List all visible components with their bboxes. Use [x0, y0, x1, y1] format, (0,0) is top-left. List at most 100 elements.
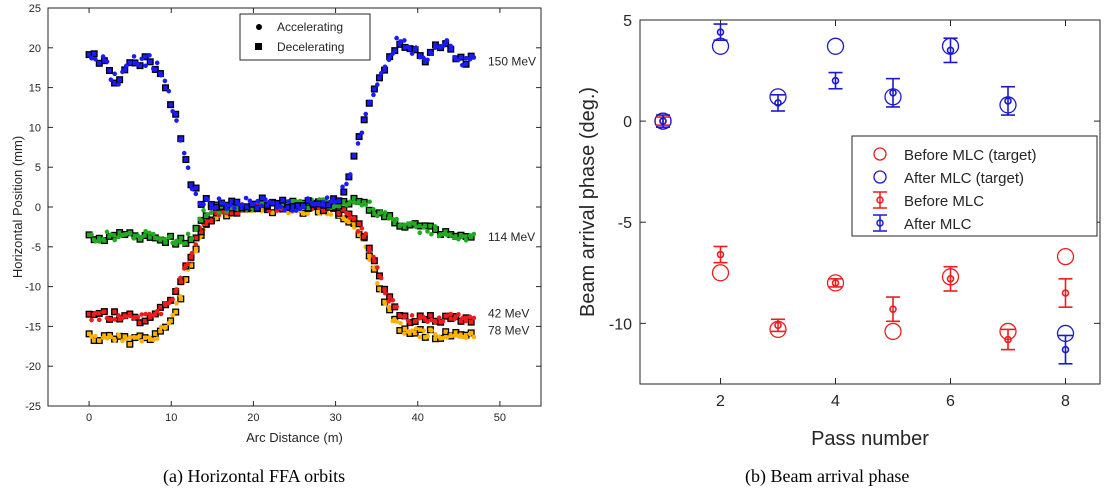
orbits-accel-point: [359, 226, 365, 231]
orbits-decel-point-fill: [367, 208, 372, 213]
orbits-accel-point: [444, 232, 450, 238]
orbits-decel-point-fill: [224, 202, 229, 208]
phase-errorbar-point: [1058, 278, 1073, 308]
orbits-accel-point: [162, 78, 168, 84]
orbits-accel-point: [332, 203, 338, 209]
orbits-accel-point: [459, 234, 465, 239]
orbits-series-label: 42 MeV: [488, 307, 529, 321]
orbits-accel-point: [208, 205, 214, 211]
orbits-accel-point: [104, 59, 110, 64]
orbits-accel-point: [405, 44, 411, 50]
orbits-accel-point: [135, 233, 141, 239]
orbits-decel-point-fill: [239, 205, 245, 211]
orbits-accel-point: [413, 326, 419, 331]
orbits-accel-point: [429, 317, 434, 323]
orbits-accel-point: [193, 227, 199, 233]
orbits-y-tick-label: 10: [29, 122, 41, 134]
orbits-accel-point: [116, 313, 121, 318]
orbits-accel-point: [135, 335, 141, 340]
orbits-accel-point: [444, 38, 450, 43]
orbits-accel-point: [143, 311, 148, 317]
orbits-accel-point: [151, 66, 156, 72]
orbits-accel-point: [432, 45, 438, 51]
phase-ticks: 2 4 6 8 5 0 -5 -10: [609, 13, 1100, 410]
orbits-accel-point: [100, 309, 106, 315]
orbits-decel-point-fill: [97, 311, 102, 316]
orbits-accel-point: [266, 199, 272, 205]
orbits-accel-point: [220, 210, 226, 215]
orbits-accel-point: [452, 54, 457, 60]
orbits-accel-point: [351, 215, 357, 221]
orbits-decel-point-fill: [107, 68, 112, 73]
orbits-accel-point: [93, 56, 98, 62]
orbits-accel-point: [398, 320, 403, 326]
orbits-decel-point-fill: [158, 305, 163, 310]
legend-decelerating-label: Decelerating: [277, 40, 344, 54]
orbits-accel-point: [448, 43, 453, 49]
orbits-accel-point: [108, 317, 114, 322]
orbits-accel-point: [421, 55, 426, 61]
orbits-accel-point: [112, 337, 118, 343]
legend-dot-marker: [256, 24, 262, 30]
orbits-decel-point-fill: [407, 320, 413, 325]
orbits-accel-point: [131, 334, 137, 340]
orbits-decel-point-fill: [412, 47, 418, 52]
orbits-accel-point: [402, 314, 407, 320]
orbits-accel-point: [463, 318, 469, 324]
orbits-decel-point-fill: [387, 307, 392, 313]
phase-y-tick-label: 5: [623, 13, 632, 30]
phase-errorbar-point: [713, 23, 728, 42]
orbits-accel-point: [347, 215, 353, 220]
orbits-accel-point: [178, 294, 183, 299]
phase-target-point: [1056, 247, 1075, 266]
orbits-decel-point-fill: [178, 296, 183, 302]
orbits-decel-point-fill: [158, 328, 163, 334]
orbits-accel-point: [417, 334, 423, 340]
orbits-accel-point: [425, 57, 430, 63]
orbits-decel-point-fill: [463, 315, 469, 321]
orbits-accel-point: [421, 328, 426, 334]
orbits-accel-point: [336, 211, 342, 216]
orbits-accel-point: [440, 43, 446, 49]
phase-x-tick-label: 6: [946, 393, 955, 410]
orbits-accel-point: [239, 202, 245, 208]
orbits-decel-point-fill: [468, 319, 474, 325]
orbits-decel-point-fill: [86, 52, 92, 57]
orbits-accel-point: [181, 241, 187, 247]
orbits-decel-point-fill: [188, 263, 194, 268]
orbits-accel-point: [154, 236, 160, 241]
orbits-decel-point-fill: [290, 199, 296, 204]
orbits-accel-point: [135, 314, 141, 320]
orbits-accel-point: [255, 198, 260, 204]
orbits-accel-point: [375, 265, 380, 270]
orbits-accel-point: [124, 231, 129, 237]
orbits-accel-point: [235, 201, 241, 207]
orbits-decel-point-fill: [122, 334, 127, 339]
phase-errorbar-point: [886, 77, 900, 108]
orbits-accel-point: [409, 220, 415, 226]
orbits-accel-point: [251, 201, 257, 207]
orbits-accel-point: [127, 335, 133, 340]
orbits-accel-point: [178, 138, 183, 143]
orbits-accel-point: [378, 71, 384, 76]
orbits-decel-point-fill: [382, 287, 387, 292]
orbits-accel-point: [432, 332, 438, 337]
orbits-accel-point: [193, 242, 199, 247]
orbits-accel-point: [139, 56, 145, 62]
orbits-accel-point: [193, 191, 199, 197]
orbits-x-tick-label: 0: [86, 412, 92, 424]
orbits-accel-point: [293, 208, 299, 213]
orbits-accel-point: [448, 233, 453, 238]
orbits-decel-point-fill: [428, 313, 433, 318]
orbits-decel-point-fill: [321, 203, 326, 208]
orbits-accel-point: [363, 231, 369, 236]
orbits-accel-point: [467, 331, 473, 337]
orbits-accel-point: [147, 53, 152, 58]
orbits-accel-point: [120, 315, 125, 321]
orbits-accel-point: [178, 240, 183, 245]
orbits-decel-point-fill: [392, 220, 397, 226]
orbits-accel-point: [328, 199, 334, 204]
orbits-decel-point-fill: [234, 199, 240, 205]
orbits-decel-point-fill: [443, 229, 448, 234]
orbits-accel-point: [93, 333, 98, 339]
